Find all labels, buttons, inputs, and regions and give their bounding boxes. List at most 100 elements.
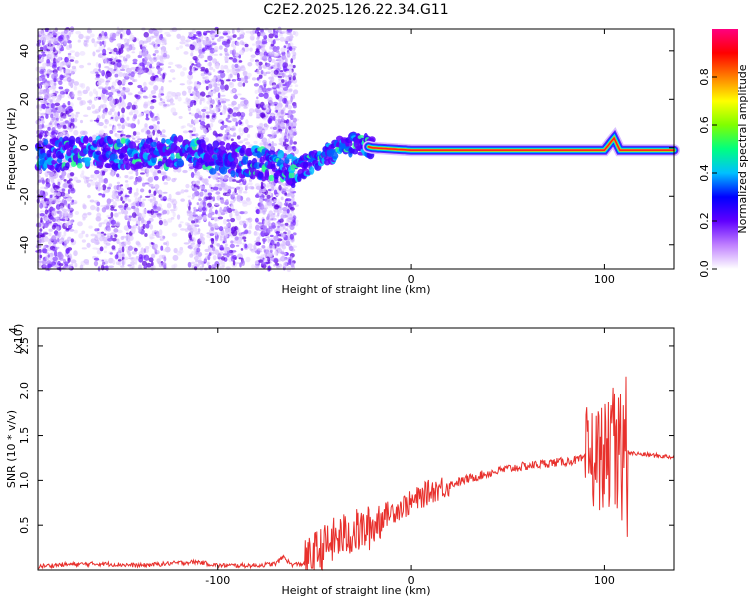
noise-speckle xyxy=(181,90,187,96)
noise-band-speckle xyxy=(47,132,52,136)
noise-band-speckle xyxy=(293,141,297,145)
noise-band-speckle xyxy=(143,254,150,261)
noise-band-speckle xyxy=(269,257,275,262)
snr-multiplier-exponent: 4 xyxy=(7,327,20,334)
noise-band-speckle xyxy=(261,130,266,133)
noise-speckle xyxy=(249,34,255,41)
noise-speckle xyxy=(75,111,80,115)
noise-band-speckle xyxy=(266,194,271,199)
noise-band-speckle xyxy=(207,97,212,101)
noise-band-speckle xyxy=(130,122,135,129)
noise-band-speckle xyxy=(156,233,160,236)
noise-band-speckle xyxy=(210,216,215,220)
noise-band-speckle xyxy=(55,204,61,210)
noise-speckle xyxy=(183,242,190,245)
noise-band-speckle xyxy=(132,58,138,63)
noise-band-speckle xyxy=(56,191,61,197)
noise-band-speckle xyxy=(59,124,64,128)
noise-band-speckle xyxy=(238,141,244,144)
noise-band-speckle xyxy=(226,132,230,136)
noise-band-speckle xyxy=(153,243,158,248)
noise-band-speckle xyxy=(261,41,266,45)
noise-band-speckle xyxy=(62,210,69,217)
noise-band-speckle xyxy=(55,226,60,231)
noise-band-speckle xyxy=(255,61,260,66)
noise-band-speckle xyxy=(223,176,227,181)
snr-multiplier: (x10 4 ) xyxy=(7,324,25,354)
noise-band-speckle xyxy=(57,231,62,238)
signal-blob xyxy=(231,151,238,159)
noise-band-speckle xyxy=(112,98,116,104)
noise-band-speckle xyxy=(257,109,262,113)
noise-band-speckle xyxy=(67,52,72,56)
noise-band-speckle xyxy=(242,71,248,77)
noise-band-speckle xyxy=(71,199,75,203)
noise-band-speckle xyxy=(49,171,55,178)
noise-band-speckle xyxy=(257,247,263,251)
noise-band-speckle xyxy=(288,119,292,126)
noise-band-speckle xyxy=(53,198,57,204)
noise-band-speckle xyxy=(62,124,67,129)
noise-band-speckle xyxy=(258,197,264,203)
noise-band-speckle xyxy=(140,172,145,175)
noise-speckle xyxy=(204,248,210,253)
noise-speckle xyxy=(238,182,243,186)
noise-band-speckle xyxy=(134,140,140,143)
noise-band-speckle xyxy=(51,95,57,99)
noise-band-speckle xyxy=(201,189,205,192)
noise-band-speckle xyxy=(261,47,266,52)
noise-band-speckle xyxy=(138,50,142,56)
noise-band-speckle xyxy=(231,179,237,182)
noise-band-speckle xyxy=(162,235,166,239)
noise-band-speckle xyxy=(107,238,113,242)
noise-band-speckle xyxy=(117,80,123,86)
noise-speckle xyxy=(129,266,134,269)
noise-band-speckle xyxy=(210,244,214,248)
noise-band-speckle xyxy=(58,253,64,260)
noise-speckle xyxy=(77,91,83,97)
noise-band-speckle xyxy=(39,202,44,209)
noise-band-speckle xyxy=(132,131,137,136)
noise-band-speckle xyxy=(237,93,242,96)
noise-band-speckle xyxy=(101,259,105,262)
noise-band-speckle xyxy=(110,61,116,65)
noise-band-speckle xyxy=(199,91,206,97)
noise-speckle xyxy=(247,133,251,139)
noise-speckle xyxy=(187,73,194,80)
noise-band-speckle xyxy=(96,146,100,153)
noise-band-speckle xyxy=(214,209,218,215)
noise-band-speckle xyxy=(273,209,279,213)
noise-band-speckle xyxy=(188,205,191,211)
noise-band-speckle xyxy=(277,75,283,79)
noise-speckle xyxy=(127,92,133,96)
noise-speckle xyxy=(202,97,206,103)
noise-band-speckle xyxy=(227,108,234,114)
noise-band-speckle xyxy=(43,197,47,202)
noise-speckle xyxy=(90,204,96,211)
noise-band-speckle xyxy=(49,194,53,198)
noise-speckle xyxy=(181,125,186,129)
noise-band-speckle xyxy=(98,236,104,242)
noise-band-speckle xyxy=(46,238,50,242)
noise-band-speckle xyxy=(62,159,67,163)
noise-band-speckle xyxy=(127,245,133,251)
noise-speckle xyxy=(182,169,188,173)
noise-band-speckle xyxy=(235,41,240,47)
noise-speckle xyxy=(259,257,264,261)
snr-x-axis: -100 0 100 xyxy=(205,328,615,587)
noise-band-speckle xyxy=(111,171,115,178)
noise-band-speckle xyxy=(106,198,112,205)
noise-band-speckle xyxy=(120,33,123,39)
noise-band-speckle xyxy=(98,63,101,69)
noise-band-speckle xyxy=(133,180,138,186)
snr-y-tick-label: 0.5 xyxy=(18,516,31,534)
noise-band-speckle xyxy=(136,99,139,102)
noise-band-speckle xyxy=(124,122,128,126)
noise-band-speckle xyxy=(257,87,262,93)
noise-band-speckle xyxy=(41,53,47,57)
noise-band-speckle xyxy=(118,49,121,56)
noise-band-speckle xyxy=(239,262,242,268)
noise-band-speckle xyxy=(219,236,223,240)
noise-band-speckle xyxy=(151,73,155,77)
noise-band-speckle xyxy=(286,208,290,214)
